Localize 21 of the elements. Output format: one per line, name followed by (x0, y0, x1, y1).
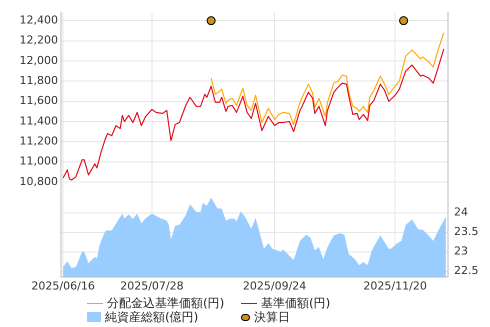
y-tick-label: 11,400 (20, 114, 58, 128)
x-tick-label: 2025/07/28 (120, 279, 184, 292)
legend-label: 分配金込基準価額(円) (107, 296, 224, 310)
y-tick-label: 11,600 (20, 94, 58, 108)
y-tick-label: 12,200 (20, 34, 58, 47)
y-tick-label: 10,800 (20, 174, 58, 188)
y-tick-label: 12,400 (20, 14, 58, 27)
x-tick-label: 2025/06/16 (31, 279, 95, 292)
legend-label: 決算日 (254, 310, 290, 324)
x-tick-label: 2025/09/24 (242, 279, 306, 292)
y2-tick-label: 24 (454, 206, 468, 219)
y-tick-label: 11,000 (20, 154, 58, 168)
x-tick-label: 2025/11/20 (363, 279, 427, 292)
y-tick-label: 12,000 (20, 54, 58, 67)
y-tick-label: 11,800 (20, 74, 58, 88)
legend-label: 基準価額(円) (261, 296, 330, 310)
y2-tick-label: 22.5 (454, 264, 478, 278)
legend-label: 純資産総額(億円) (105, 310, 198, 324)
y-tick-label: 11,200 (20, 134, 58, 148)
y2-tick-label: 23.5 (454, 225, 478, 238)
y2-tick-label: 23 (454, 244, 468, 258)
